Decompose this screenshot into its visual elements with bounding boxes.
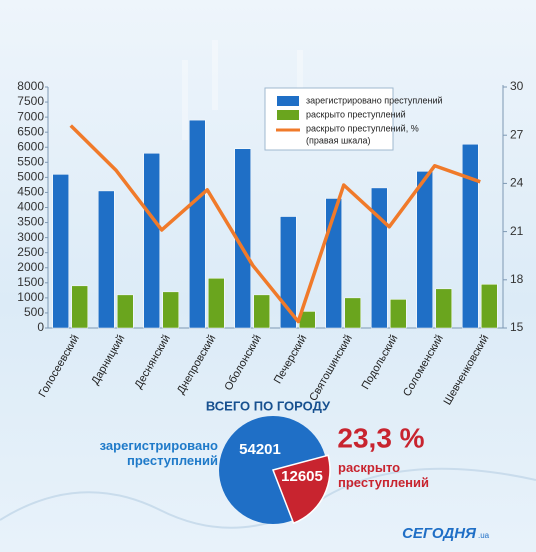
x-tick-label: Днепровский [175,333,218,396]
y-tick-label: 2500 [17,245,44,259]
x-tick-label: Шевченковский [442,333,492,407]
logo-suffix: .ua [478,531,490,540]
legend-label: зарегистрировано преступлений [306,95,443,105]
bar [371,187,388,329]
bar [71,285,88,329]
bar [435,288,452,329]
y-tick-label: 3500 [17,215,44,229]
bar [98,190,115,329]
y-tick-label: 1500 [17,275,44,289]
y2-tick-label: 30 [510,79,524,93]
bar [208,278,225,329]
logo: СЕГОДНЯ [402,525,477,542]
x-tick-label: Подольский [360,333,401,392]
legend-label: раскрыто преступлений, % [306,123,419,133]
legend-swatch [277,96,299,106]
y2-tick-label: 21 [510,224,524,238]
bar [253,294,270,329]
y2-tick-label: 24 [510,176,524,190]
y-tick-label: 3000 [17,230,44,244]
y2-tick-label: 18 [510,272,524,286]
y-tick-label: 7500 [17,94,44,108]
x-tick-label: Голосеевский [37,333,82,399]
y-tick-label: 4000 [17,200,44,214]
share-label: 23,3 % [337,422,424,453]
y-tick-label: 6000 [17,139,44,153]
bar [143,153,160,329]
bar [162,291,179,329]
pie-label: зарегистрировано преступлений [99,438,218,468]
x-tick-label: Соломенский [401,333,446,399]
pie-value: 12605 [281,468,323,485]
y-tick-label: 1000 [17,290,44,304]
y2-tick-label: 27 [510,127,524,141]
y-tick-label: 4500 [17,185,44,199]
x-tick-label: Святошинский [307,333,355,403]
y-tick-label: 8000 [17,79,44,93]
y-tick-label: 2000 [17,260,44,274]
legend-label: раскрыто преступлений [306,109,406,119]
bar [344,297,361,329]
bar [416,171,433,329]
x-tick-label: Оболонский [222,333,263,393]
bar [189,119,206,329]
x-tick-label: Деснянский [133,333,173,391]
y-tick-label: 6500 [17,124,44,138]
y-tick-label: 5500 [17,154,44,168]
bar [462,143,479,329]
decor [182,40,303,140]
pie-title: ВСЕГО ПО ГОРОДУ [206,398,331,413]
y-tick-label: 500 [24,305,44,319]
line [69,124,481,324]
legend-note: (правая шкала) [306,135,371,145]
bar [390,299,407,329]
y-tick-label: 7000 [17,109,44,123]
bar [481,284,498,329]
y-tick-label: 0 [37,320,44,334]
pie-value: 54201 [239,441,281,458]
pie-label: раскрыто преступлений [338,460,430,490]
decor-wave [0,467,536,529]
x-tick-label: Печерский [272,333,310,386]
bar [52,174,69,329]
bar [280,216,297,329]
bar [117,294,134,329]
y-tick-label: 5000 [17,170,44,184]
legend-swatch [277,110,299,120]
y2-tick-label: 15 [510,320,524,334]
x-tick-label: Дарницкий [89,333,127,387]
pie-slice [271,454,331,525]
